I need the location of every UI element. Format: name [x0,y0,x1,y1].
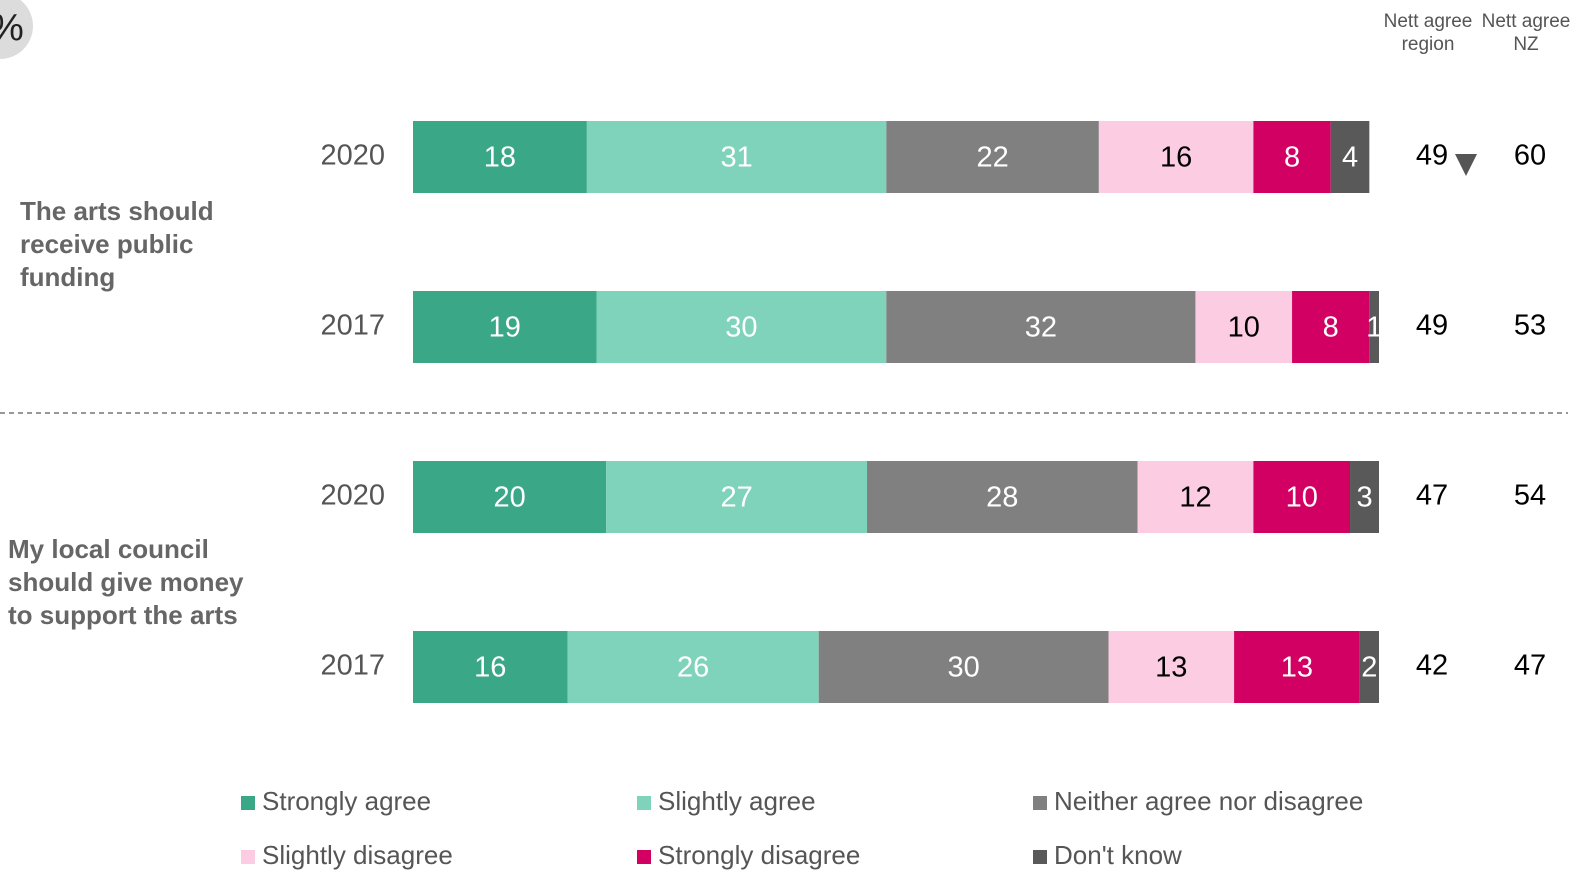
bar-segment [567,631,819,703]
data-label: 10 [1286,482,1318,514]
bar-segment [1369,291,1379,363]
data-label: 26 [677,652,709,684]
legend-swatch [1033,850,1047,864]
bar-segment [1137,461,1254,533]
unit-badge [0,0,33,59]
nett-nz-value: 60 [1514,140,1546,172]
data-label: 1 [1366,312,1382,344]
legend-label: Slightly disagree [262,840,453,870]
bar-segment [1350,461,1379,533]
nett-region-value: 42 [1416,650,1448,682]
data-label: 16 [474,652,506,684]
y-tick-label: 2017 [320,310,385,342]
y-tick-label: 2020 [320,140,385,172]
data-label: 10 [1228,312,1260,344]
nett-region-value: 49 [1416,310,1448,342]
legend-label: Don't know [1054,840,1182,870]
group-label: The arts should receive public funding [20,196,214,292]
bar-segment [413,121,587,193]
data-label: 28 [986,482,1018,514]
legend-swatch [637,850,651,864]
data-label: 16 [1160,142,1192,174]
bar-segment [413,291,597,363]
bar-segment [413,461,607,533]
bar-segment [886,121,1099,193]
legend-swatch [241,850,255,864]
bar-segment [1330,121,1370,193]
data-label: 30 [947,652,979,684]
data-label: 20 [493,482,525,514]
nett-nz-header: Nett agree NZ [1481,11,1571,55]
bar-segment [886,291,1196,363]
nett-nz-value: 47 [1514,650,1546,682]
data-label: 27 [720,482,752,514]
legend-swatch [1033,796,1047,810]
data-label: 2 [1361,652,1377,684]
nett-region-header: Nett agree region [1383,11,1473,55]
bar-segment [1253,461,1351,533]
bar-segment [1108,631,1235,703]
bar-segment [1292,291,1370,363]
bar-segment [1098,121,1254,193]
data-label: 3 [1356,482,1372,514]
data-label: 19 [489,312,521,344]
bar-segment [867,461,1138,533]
legend-label: Neither agree nor disagree [1054,786,1363,816]
group-label: My local council should give money to su… [8,534,244,630]
nett-nz-value: 54 [1514,480,1546,512]
legend-swatch [241,796,255,810]
legend-label: Strongly agree [262,786,431,816]
legend-swatch [637,796,651,810]
unit-label: % [0,7,24,49]
y-tick-label: 2020 [320,480,385,512]
bar-segment [586,121,887,193]
bar-segment [596,291,887,363]
data-label: 13 [1155,652,1187,684]
bar-segment [606,461,868,533]
bar-segment [1195,291,1293,363]
data-label: 30 [725,312,757,344]
bar-segment [818,631,1109,703]
legend-label: Slightly agree [658,786,816,816]
data-label: 8 [1284,142,1300,174]
data-label: 8 [1323,312,1339,344]
nett-nz-value: 53 [1514,310,1546,342]
nett-region-value: 49 [1416,140,1448,172]
nett-region-value: 47 [1416,480,1448,512]
data-label: 31 [720,142,752,174]
data-label: 12 [1179,482,1211,514]
data-label: 18 [484,142,516,174]
data-label: 32 [1025,312,1057,344]
bar-segment [1234,631,1360,703]
y-tick-label: 2017 [320,650,385,682]
bar-segment [1253,121,1331,193]
bar-segment [413,631,568,703]
significance-arrow [1455,154,1477,176]
data-label: 4 [1342,142,1358,174]
data-label: 22 [976,142,1008,174]
data-label: 13 [1281,652,1313,684]
bar-segment [1359,631,1379,703]
legend-label: Strongly disagree [658,840,860,870]
